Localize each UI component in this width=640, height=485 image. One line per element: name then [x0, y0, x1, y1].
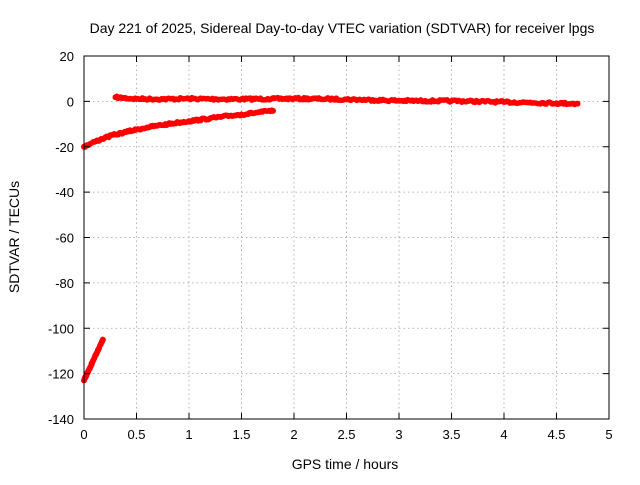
- x-tick-label: 0: [80, 427, 87, 442]
- y-tick-label: -20: [55, 140, 74, 155]
- data-point: [574, 100, 581, 107]
- y-tick-label: -140: [48, 412, 74, 427]
- x-tick-label: 5: [605, 427, 612, 442]
- y-tick-label: -100: [48, 321, 74, 336]
- x-tick-label: 0.5: [127, 427, 145, 442]
- chart-title: Day 221 of 2025, Sidereal Day-to-day VTE…: [90, 20, 595, 36]
- x-tick-label: 2: [290, 427, 297, 442]
- series-1-points: [112, 93, 581, 108]
- x-tick-label: 4.5: [547, 427, 565, 442]
- y-tick-label: -60: [55, 231, 74, 246]
- grid-lines: [84, 56, 609, 419]
- y-tick-label: -120: [48, 367, 74, 382]
- series-3-points: [81, 336, 106, 384]
- y-tick-label: -80: [55, 276, 74, 291]
- x-tick-label: 1.5: [232, 427, 250, 442]
- x-tick-label: 3.5: [442, 427, 460, 442]
- series-2-points: [81, 107, 276, 150]
- x-tick-label: 3: [395, 427, 402, 442]
- axis-ticks: 0 0.5 1 1.5 2 2.5 3 3.5 4 4.5 5 20 0 -20 -40 -60 -80 -100…: [48, 49, 613, 442]
- data-point: [99, 336, 106, 343]
- x-tick-label: 4: [500, 427, 507, 442]
- y-tick-label: -40: [55, 185, 74, 200]
- data-point: [270, 107, 276, 114]
- y-axis-label: SDTVAR / TECUs: [6, 181, 22, 293]
- y-tick-label: 0: [67, 94, 74, 109]
- y-tick-label: 20: [60, 49, 74, 64]
- data-points: [81, 93, 581, 384]
- x-axis-label: GPS time / hours: [292, 456, 399, 472]
- x-tick-label: 2.5: [337, 427, 355, 442]
- x-tick-label: 1: [185, 427, 192, 442]
